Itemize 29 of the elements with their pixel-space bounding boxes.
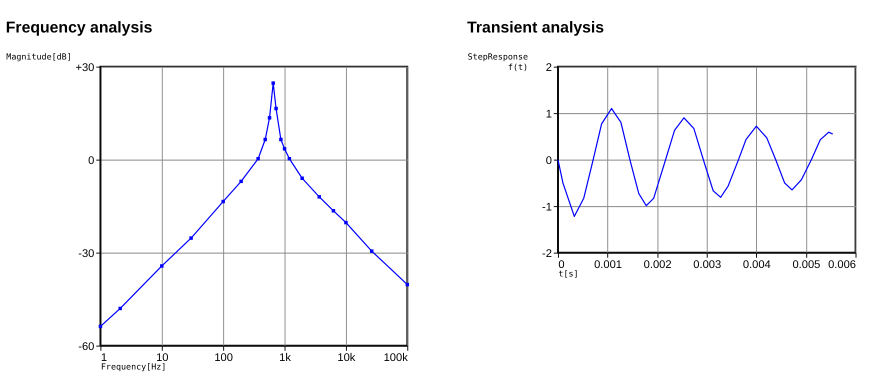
x-axis-title: Frequency[Hz] <box>100 361 166 372</box>
x-tick-label: 0 <box>558 259 565 271</box>
x-tick-label: 0.004 <box>742 259 771 271</box>
y-tick-label: 2 <box>546 62 552 74</box>
line-series <box>557 108 834 217</box>
x-tick-label: 100k <box>384 352 408 364</box>
y-tick-label: -60 <box>78 340 94 353</box>
x-tick-label: 100 <box>214 352 233 364</box>
chart-title: Frequency analysis <box>6 19 153 36</box>
y-tick-label: -1 <box>542 201 552 214</box>
x-tick-label: 0.006 <box>828 259 856 271</box>
y-axis-title: StepResponse f(t) <box>468 52 528 72</box>
x-tick-label: 0.003 <box>693 259 722 271</box>
x-tick-label: 0.002 <box>644 259 672 271</box>
x-tick-label: 0.001 <box>594 259 622 271</box>
x-tick-label: 0.005 <box>792 259 820 271</box>
x-tick-label: 1 <box>100 352 108 364</box>
y-tick-label: 0 <box>546 154 552 167</box>
y-tick-label: -30 <box>78 248 94 260</box>
x-tick-label: 10k <box>337 352 356 364</box>
chart-title: Transient analysis <box>467 19 604 36</box>
x-axis-title: t[s] <box>558 268 579 278</box>
y-tick-label: +30 <box>75 62 94 74</box>
x-tick-label: 10 <box>156 352 168 364</box>
y-axis-title: Magnitude[dB] <box>6 52 72 62</box>
y-tick-label: 0 <box>88 154 94 167</box>
x-tick-label: 1k <box>279 352 292 364</box>
y-tick-label: -2 <box>542 248 552 260</box>
y-tick-label: 1 <box>546 108 552 120</box>
